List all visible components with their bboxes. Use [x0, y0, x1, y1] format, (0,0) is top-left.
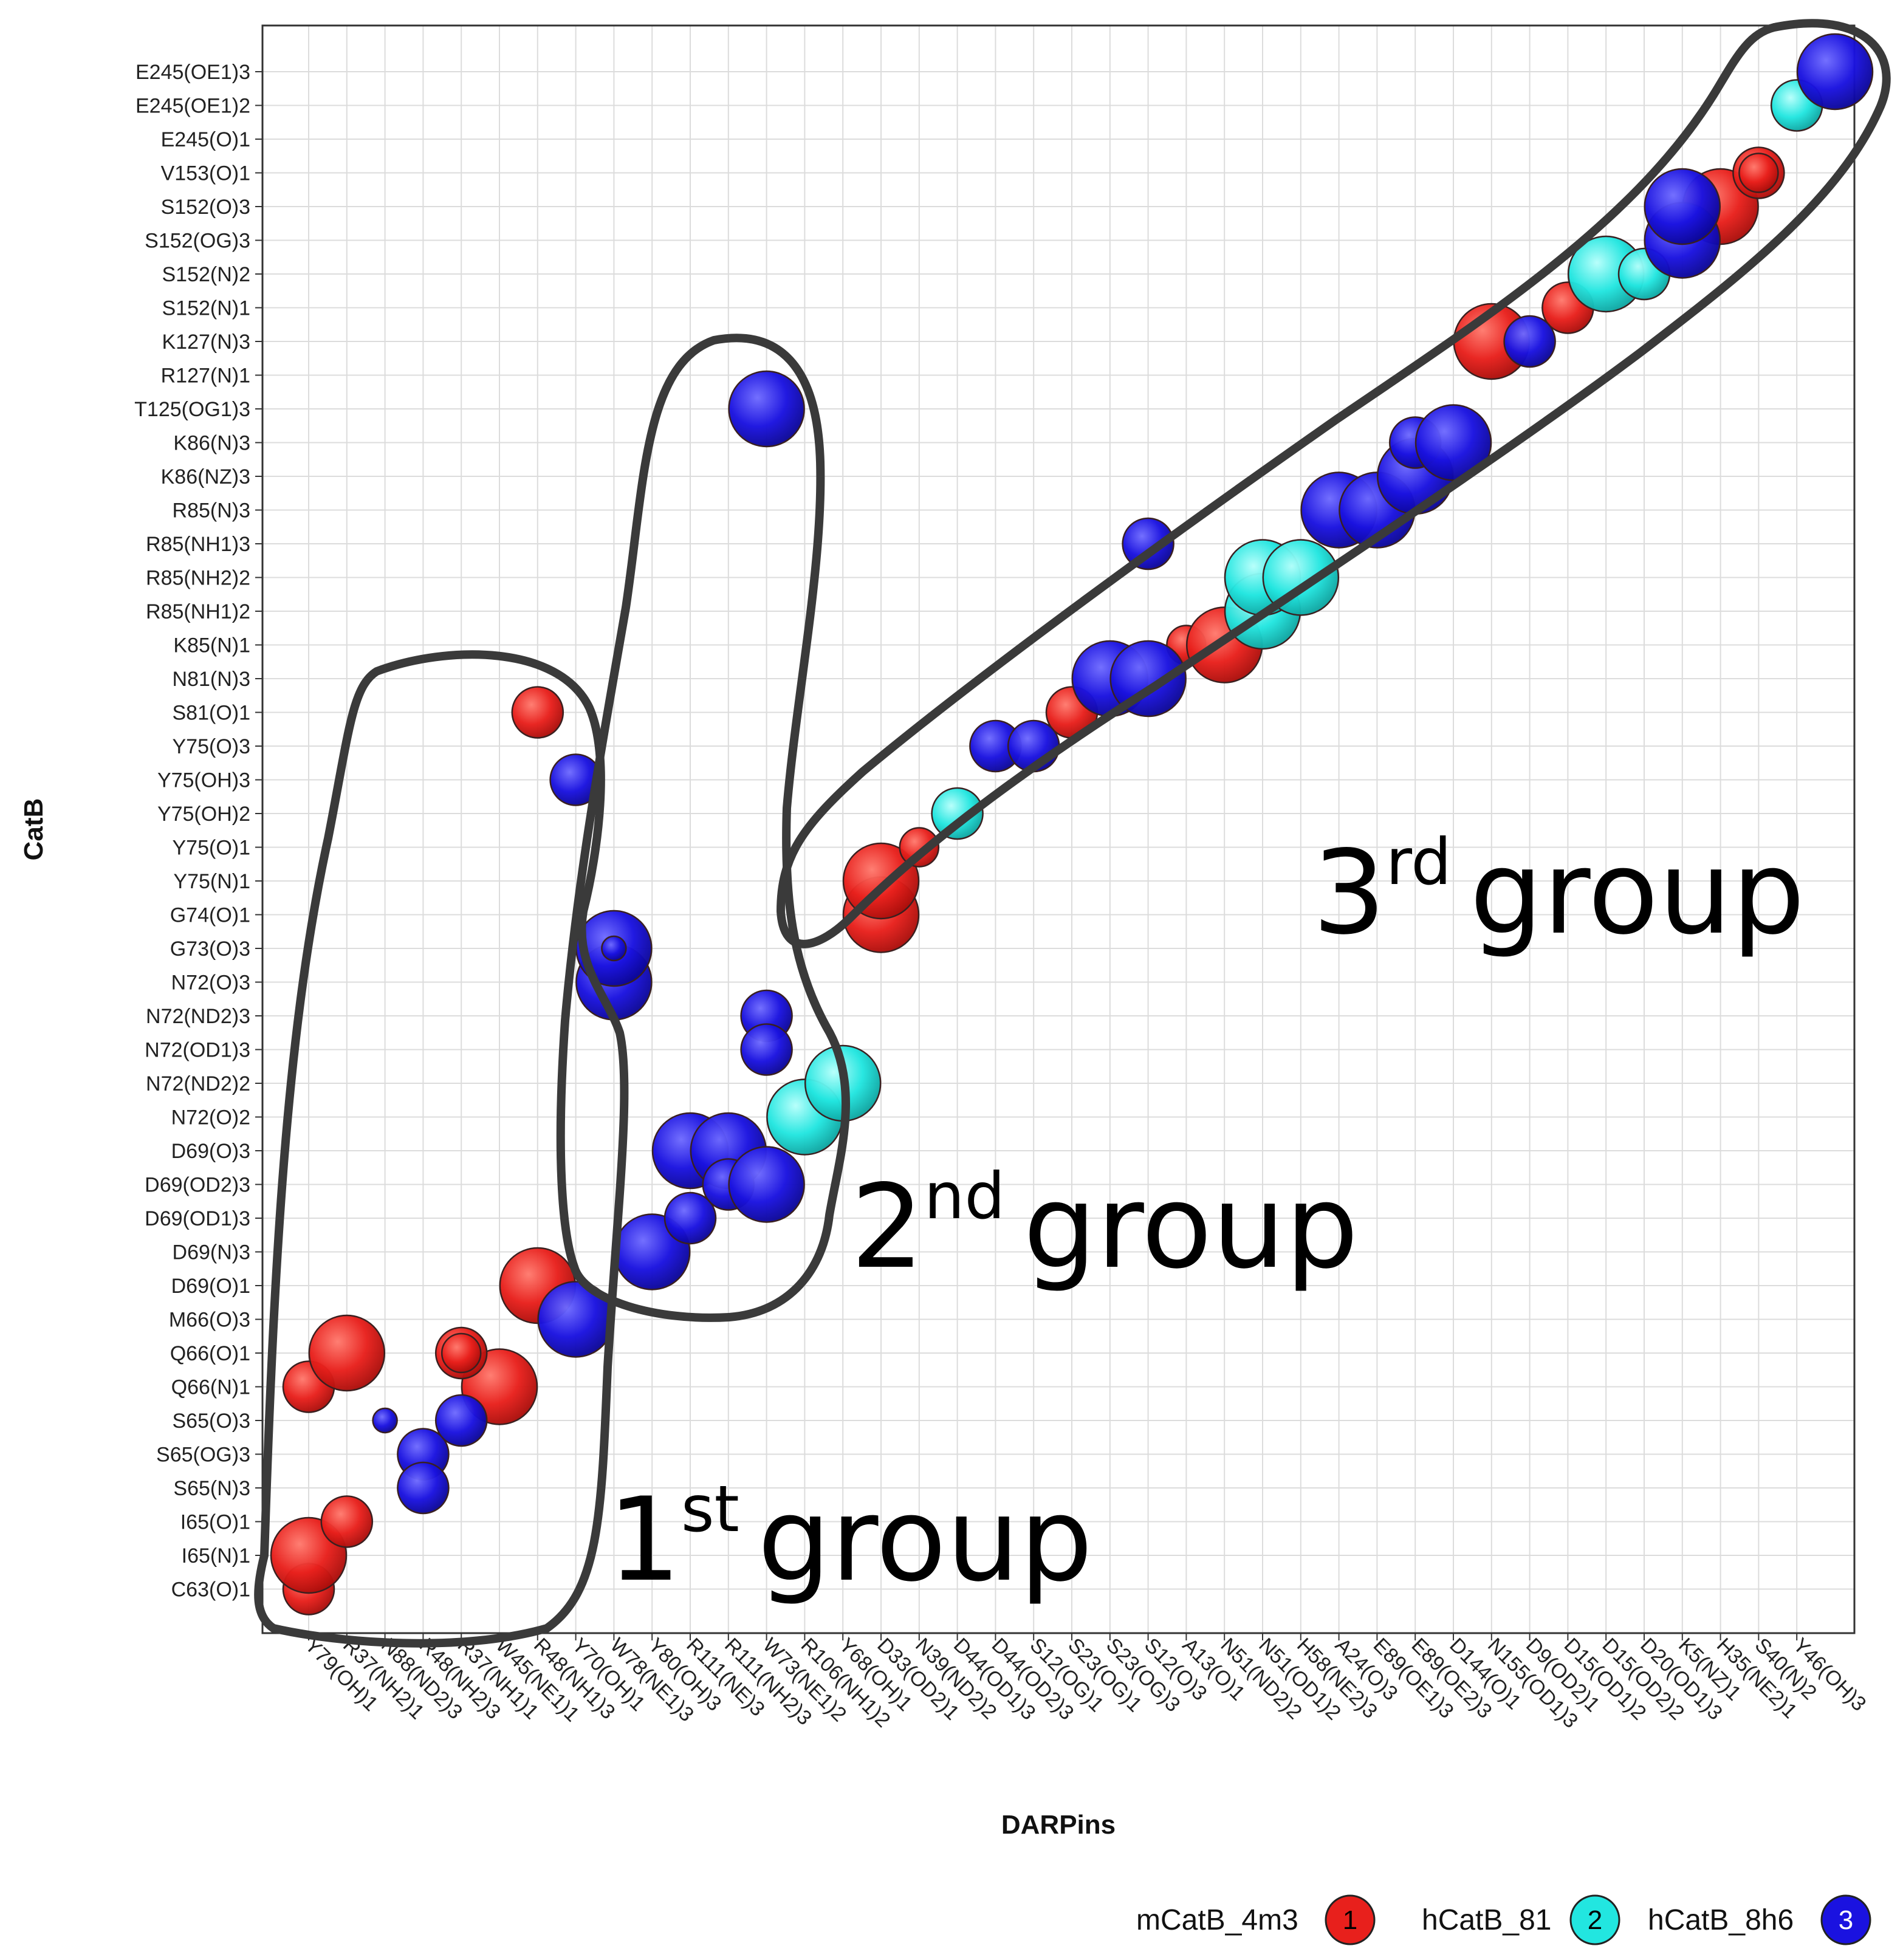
- bubble-hCatB_8h6: [1503, 315, 1556, 368]
- bubble-hCatB_8h6: [372, 1407, 398, 1434]
- legend-label: mCatB_4m3: [1136, 1904, 1298, 1936]
- y-tick-label: K127(N)3: [162, 331, 250, 354]
- group-labels: 1st group 2nd group 3rd group: [608, 825, 1805, 1607]
- y-tick-label: N81(N)3: [173, 668, 250, 691]
- bubble-hCatB_8h6: [1122, 517, 1174, 571]
- y-tick-label: D69(O)3: [171, 1140, 250, 1163]
- legend-swatch: [1325, 1894, 1376, 1945]
- bubble-hCatB_8h6: [601, 935, 627, 962]
- y-tick-label: S152(N)1: [162, 297, 250, 320]
- group-1-outline: [254, 650, 629, 1648]
- y-tick-label: I65(O)1: [180, 1511, 250, 1534]
- legend-swatch-number: 2: [1588, 1905, 1602, 1935]
- y-tick-label: D69(OD1)3: [145, 1207, 250, 1230]
- y-tick-label: S152(OG)3: [145, 230, 250, 253]
- bubble-hCatB_81: [931, 787, 984, 840]
- x-axis-title: DARPins: [1001, 1810, 1116, 1840]
- y-tick-label: S65(O)3: [173, 1410, 251, 1433]
- bubble-mCatB_4m3: [1738, 152, 1779, 193]
- bubble-mCatB_4m3: [842, 842, 920, 920]
- legend-label: hCatB_81: [1422, 1904, 1552, 1936]
- y-tick-label: G73(O)3: [170, 937, 250, 961]
- x-axis-ticks: Y79(OH)1R37(NH2)1N88(ND2)3R48(NH2)3R37(N…: [300, 1633, 1871, 1733]
- group-3-outline: [776, 19, 1891, 948]
- bubble-mCatB_4m3: [899, 827, 940, 868]
- y-tick-label: V153(O)1: [161, 162, 250, 185]
- y-tick-label: S65(N)3: [173, 1477, 250, 1500]
- bubble-hCatB_8h6: [740, 1023, 793, 1076]
- y-tick-label: D69(O)1: [171, 1275, 250, 1298]
- group-label-3: 3rd group: [1312, 825, 1805, 960]
- y-tick-label: Q66(O)1: [170, 1342, 250, 1365]
- y-tick-label: N72(ND2)3: [146, 1005, 250, 1028]
- group-outlines: [254, 19, 1891, 1648]
- y-tick-label: K86(NZ)3: [161, 465, 250, 488]
- bubble-mCatB_4m3: [511, 686, 564, 739]
- y-tick-label: N72(O)3: [171, 971, 250, 995]
- legend-label: hCatB_8h6: [1648, 1904, 1794, 1936]
- y-tick-label: M66(O)3: [169, 1309, 250, 1332]
- y-tick-label: K85(N)1: [173, 634, 250, 657]
- y-tick-label: R85(NH1)2: [146, 600, 250, 623]
- y-tick-label: E245(OE1)2: [135, 95, 250, 118]
- bubble-mCatB_4m3: [308, 1314, 386, 1392]
- y-axis-title: CatB: [19, 798, 49, 861]
- y-tick-label: S65(OG)3: [156, 1444, 250, 1467]
- y-tick-label: E245(O)1: [161, 128, 250, 151]
- y-tick-label: R85(NH2)2: [146, 567, 250, 590]
- y-tick-label: S152(O)3: [161, 196, 250, 219]
- bubble-hCatB_8h6: [663, 1191, 717, 1245]
- y-axis-ticks: C63(O)1 I65(N)1 I65(O)1 S65(N)3 S65(OG)3 S65(…: [134, 61, 262, 1602]
- y-tick-label: Y75(OH)3: [157, 769, 250, 792]
- y-tick-label: S152(N)2: [162, 263, 250, 286]
- y-tick-label: R85(N)3: [173, 499, 250, 523]
- legend: mCatB_4m3 1 hCatB_81 2 hCatB_8h6 3: [1136, 1894, 1871, 1945]
- y-tick-label: D69(OD2)3: [145, 1174, 250, 1197]
- y-tick-label: R85(NH1)3: [146, 533, 250, 556]
- y-tick-label: N72(ND2)2: [146, 1072, 250, 1095]
- group-2-outline: [556, 334, 850, 1322]
- y-tick-label: Y75(O)3: [173, 735, 251, 758]
- legend-swatch: [1569, 1894, 1620, 1945]
- group-label-1: 1st group: [608, 1472, 1093, 1607]
- y-tick-label: D69(N)3: [173, 1241, 250, 1264]
- y-tick-label: R127(N)1: [161, 365, 250, 388]
- bubble-hCatB_8h6: [1109, 640, 1187, 718]
- y-tick-label: N72(OD1)3: [145, 1039, 250, 1062]
- y-tick-label: I65(N)1: [182, 1544, 250, 1568]
- group-label-2: 2nd group: [851, 1159, 1359, 1294]
- y-tick-label: Y75(OH)2: [157, 803, 250, 826]
- y-tick-label: S81(O)1: [173, 702, 251, 725]
- bubble-mCatB_4m3: [320, 1495, 374, 1548]
- bubble-mCatB_4m3: [441, 1332, 482, 1374]
- y-tick-label: Y75(O)1: [173, 837, 251, 860]
- y-tick-label: N72(O)2: [171, 1106, 250, 1129]
- plot-frame: [261, 24, 1856, 1634]
- y-tick-label: T125(OG1)3: [134, 398, 250, 421]
- bubble-hCatB_8h6: [1796, 33, 1874, 111]
- y-tick-label: Q66(N)1: [171, 1376, 250, 1399]
- bubble-hCatB_8h6: [1644, 168, 1721, 245]
- y-tick-label: C63(O)1: [171, 1578, 250, 1602]
- y-tick-label: G74(O)1: [170, 904, 250, 927]
- y-tick-label: Y75(N)1: [173, 870, 250, 893]
- bubble-hCatB_8h6: [434, 1394, 488, 1447]
- legend-swatch-number: 3: [1839, 1905, 1853, 1935]
- y-tick-label: K86(N)3: [173, 432, 250, 455]
- bubble-hCatB_8h6: [397, 1461, 450, 1515]
- y-tick-label: E245(OE1)3: [135, 61, 250, 84]
- legend-swatch: [1820, 1894, 1871, 1945]
- bubble-hCatB_8h6: [728, 1146, 805, 1223]
- legend-swatch-number: 1: [1343, 1905, 1357, 1935]
- bubble-hCatB_8h6: [728, 370, 805, 448]
